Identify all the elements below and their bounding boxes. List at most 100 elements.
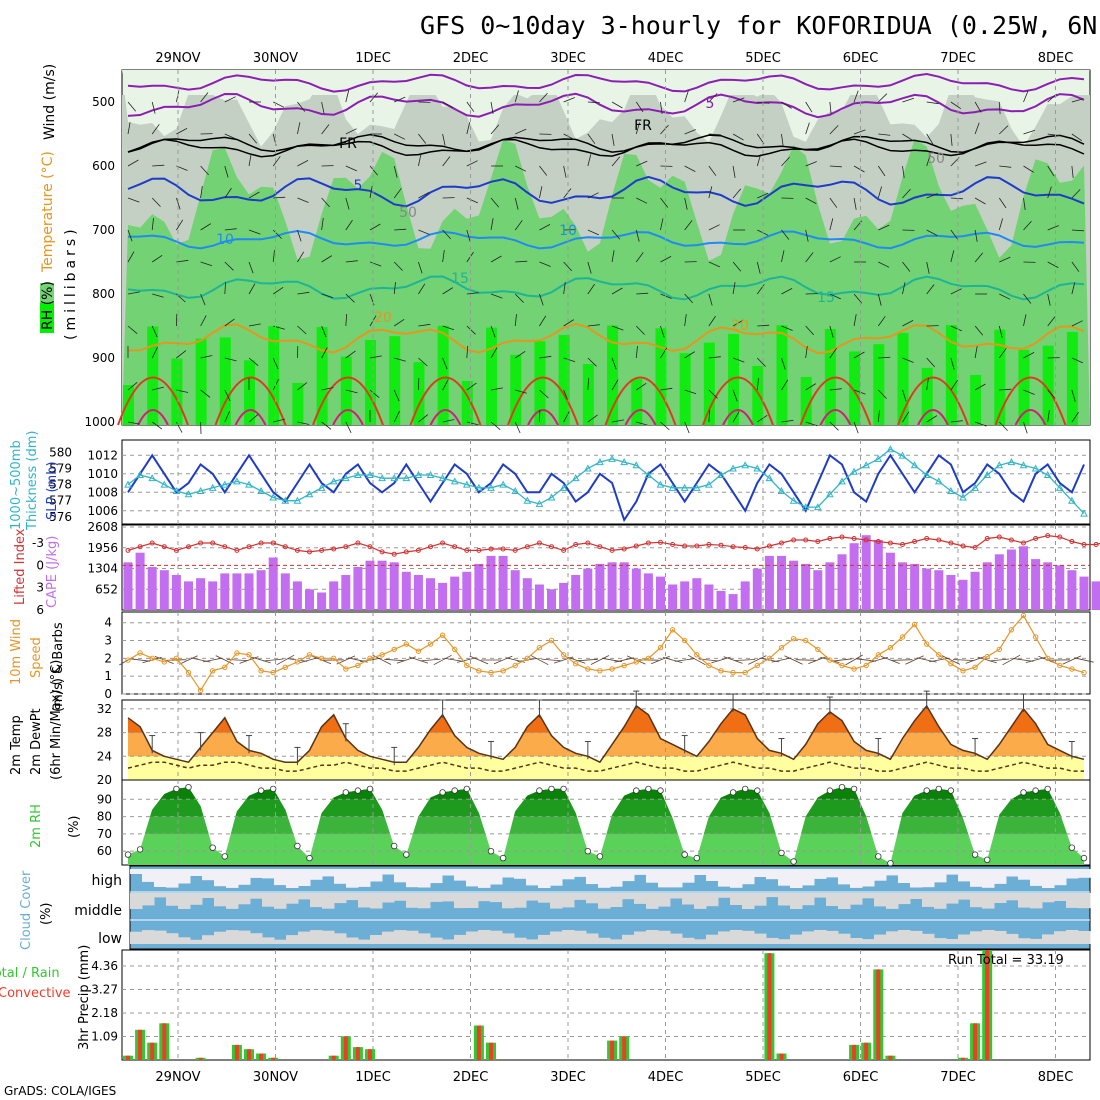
cloud-high-cell — [670, 869, 683, 888]
wind10m-barb — [420, 658, 441, 662]
wind10m-barb — [905, 655, 924, 665]
cloud-low-cell — [574, 930, 587, 944]
surface-hot-arc-2 — [332, 409, 364, 426]
rh-point — [729, 789, 737, 796]
thickness-point — [1019, 461, 1028, 469]
thickness-point — [765, 474, 774, 482]
cloud-mid-cell — [754, 893, 767, 906]
lifted-index-point — [766, 543, 772, 549]
cloud-high-cell — [754, 869, 767, 877]
upper-wind-barb — [272, 250, 275, 263]
slp-tick-1: 1010 — [87, 467, 118, 481]
lifted-index-point — [670, 542, 676, 547]
upper-wind-barb — [272, 229, 282, 239]
cape-bar — [898, 562, 907, 610]
thickness-point — [535, 499, 544, 507]
lifted-index-point — [948, 540, 954, 546]
thickness-tick-4: 576 — [49, 510, 72, 524]
upper-wind-barb — [757, 192, 769, 199]
upper-wind-barb — [442, 156, 451, 167]
upper-wind-barb — [635, 346, 638, 359]
wind-speed-point — [258, 668, 264, 674]
upper-wind-barb — [926, 133, 934, 145]
upper-wind-barb — [127, 229, 133, 242]
upper-wind-barb — [490, 293, 503, 299]
precip-convective-bar — [331, 1055, 336, 1060]
cape-bar — [413, 575, 423, 610]
thickness-point — [862, 461, 871, 469]
cloud-low-cell — [562, 930, 575, 944]
rh-point — [185, 784, 192, 791]
wind-speed-point — [911, 621, 918, 628]
cloud-low-cell — [718, 931, 731, 944]
wind-speed-point — [790, 636, 797, 642]
upper-wind-barb — [660, 293, 672, 299]
upper-wind-barb — [611, 229, 621, 240]
upper-wind-barb — [1047, 293, 1051, 306]
rh-point — [1032, 787, 1039, 794]
upper-wind-barb — [369, 223, 381, 231]
rh-point — [560, 785, 567, 793]
cloud-low-cell — [1018, 938, 1031, 944]
thickness-point — [753, 464, 762, 472]
cloud-mid-cell — [322, 893, 335, 909]
cape-bar — [438, 582, 448, 610]
lifted-index-point — [561, 547, 567, 553]
cloud-mid-cell — [358, 893, 371, 908]
cloud-mid-cell — [778, 893, 791, 906]
top-date-6: 5DEC — [745, 51, 781, 66]
top-date-4: 3DEC — [550, 51, 586, 66]
cloud-mid-cell — [730, 893, 743, 905]
cloud-mid-cell — [970, 893, 983, 908]
cloud-low-cell — [634, 931, 647, 944]
upper-wind-barb — [539, 186, 543, 199]
slp-tick-3: 1006 — [87, 504, 118, 518]
cloud-high-cell — [646, 869, 659, 883]
rh-tick-1: 80 — [97, 810, 112, 824]
thickness-point — [922, 470, 931, 478]
rh-saturated-patch-42 — [631, 378, 643, 425]
upper-wind-barb — [732, 282, 736, 295]
upper-wind-barb — [587, 192, 599, 199]
upper-wind-barb — [321, 387, 334, 391]
precip-left-label-2: Convective — [0, 986, 71, 1001]
cape-bar — [450, 576, 460, 610]
lifted-index-point — [282, 544, 288, 550]
cape-bar — [1043, 562, 1053, 610]
rh-saturated-patch-8 — [219, 337, 231, 425]
surface-hot-arc-0 — [137, 409, 169, 426]
cape-bar — [849, 543, 859, 610]
wind-speed-point — [548, 637, 555, 644]
upper-wind-barb — [684, 129, 696, 135]
precip-convective-bar — [973, 1023, 978, 1060]
wind-speed-point — [621, 662, 627, 669]
cape-bar — [474, 563, 484, 610]
cloud-mid-cell — [1006, 893, 1019, 901]
upper-wind-barb — [248, 357, 259, 367]
upper-wind-barb — [345, 165, 357, 172]
upper-wind-barb — [611, 325, 624, 331]
cloud-mid-cell — [166, 893, 179, 906]
wind10m-barb — [856, 658, 877, 662]
lifted-index-point — [403, 549, 409, 555]
wind-speed-point — [464, 662, 470, 669]
wind-speed-point — [452, 646, 458, 653]
bottom-date-7: 6DEC — [843, 1070, 879, 1085]
precip-frame — [121, 949, 1091, 1061]
upper-wind-barb — [176, 219, 184, 231]
slp-tick-0: 1012 — [87, 448, 118, 462]
lifted-index-point — [258, 540, 264, 546]
cloud-low-cell — [166, 933, 179, 944]
wind-speed-point — [403, 641, 409, 647]
cloud-mid-cell — [982, 893, 995, 909]
cloud-mid-cell — [862, 893, 875, 899]
precip-convective-bar — [489, 1042, 493, 1060]
upper-wind-barb — [224, 165, 229, 178]
upper-wind-barb — [539, 165, 548, 176]
upper-wind-barb — [515, 260, 528, 263]
cape-ticks: -3 0 3 6 2608 1956 1304 652 — [32, 520, 118, 617]
upper-wind-barb — [490, 218, 494, 231]
cloud-high-cell — [346, 869, 359, 888]
cloud-low-cell — [346, 937, 359, 944]
lifted-index-point — [609, 547, 615, 553]
